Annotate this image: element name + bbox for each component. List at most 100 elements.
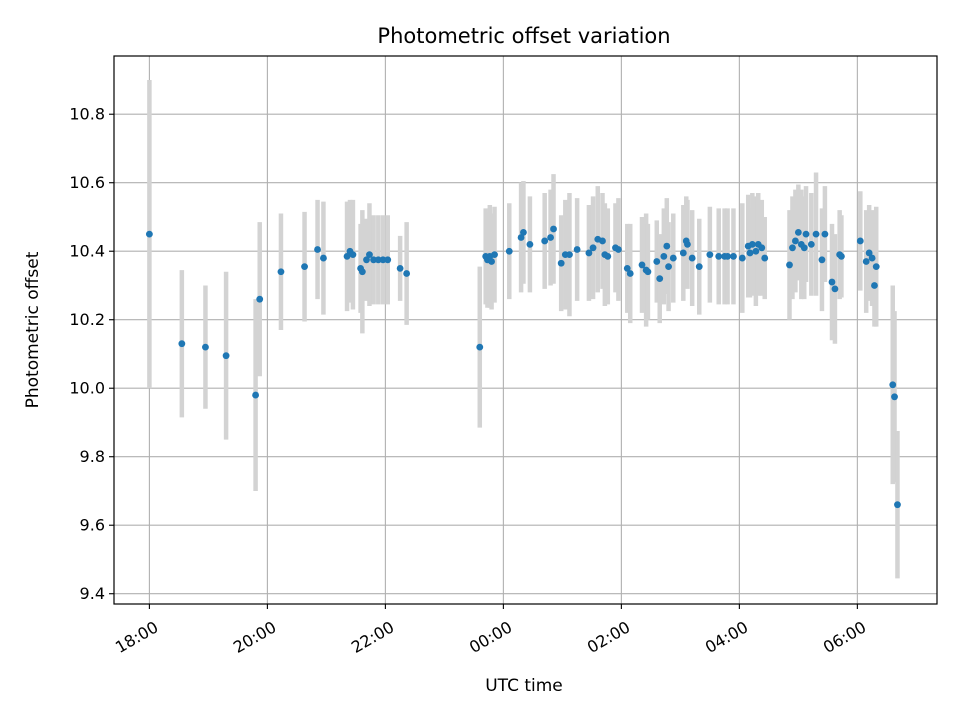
data-points (145, 225, 901, 509)
y-axis-ticks: 9.4 9.6 9.8 10.0 10.2 10.4 10.6 10.8 (69, 105, 114, 603)
data-point (343, 252, 351, 260)
data-point (752, 247, 760, 255)
data-point (715, 252, 723, 260)
data-point (891, 393, 898, 401)
x-axis-label: UTC time (485, 676, 563, 696)
data-point (663, 242, 671, 250)
data-point (738, 254, 746, 262)
data-point (557, 259, 565, 267)
data-point (818, 256, 826, 264)
data-point (403, 270, 411, 277)
data-point (746, 249, 754, 257)
data-point (688, 254, 696, 262)
y-tick-label: 9.8 (80, 447, 105, 466)
data-point (872, 263, 880, 271)
data-point (802, 230, 810, 238)
data-point (821, 230, 829, 238)
data-point (541, 237, 549, 245)
data-point (644, 268, 652, 276)
data-point (178, 340, 186, 348)
data-point (828, 278, 836, 286)
data-point (252, 391, 259, 399)
data-point (370, 256, 377, 264)
data-point (476, 343, 484, 351)
data-point (222, 352, 230, 360)
data-point (491, 251, 498, 259)
data-point (550, 225, 557, 233)
data-point (379, 256, 387, 264)
data-point (145, 230, 153, 238)
data-point (786, 261, 793, 269)
chart-title: Photometric offset variation (377, 24, 670, 48)
data-point (363, 256, 370, 264)
data-point (366, 251, 373, 259)
data-point (396, 264, 404, 272)
data-point (831, 285, 839, 293)
data-point (256, 295, 264, 303)
data-point (794, 228, 802, 236)
data-point (838, 252, 845, 260)
data-point (505, 247, 513, 255)
data-point (656, 275, 664, 283)
data-point (758, 244, 766, 252)
data-point (789, 244, 796, 252)
data-point (862, 258, 870, 265)
data-point (724, 252, 731, 260)
data-point (894, 501, 901, 509)
data-point (384, 256, 392, 264)
data-point (868, 254, 876, 262)
data-point (706, 251, 714, 259)
data-point (800, 244, 808, 252)
data-point (871, 282, 878, 289)
data-point (856, 237, 864, 245)
data-point (638, 261, 646, 269)
data-point (812, 230, 820, 238)
data-point (679, 249, 687, 257)
data-point (573, 246, 581, 253)
data-point (314, 246, 321, 253)
data-point (517, 234, 525, 241)
data-point (626, 270, 634, 277)
data-point (547, 234, 554, 241)
data-point (301, 263, 308, 271)
data-point (748, 240, 756, 248)
data-point (566, 251, 573, 259)
data-point (615, 246, 622, 253)
data-point (623, 264, 631, 272)
y-axis-label: Photometric offset (23, 251, 43, 408)
data-point (889, 381, 897, 389)
data-point (761, 254, 769, 262)
data-point (665, 263, 672, 271)
data-point (669, 254, 677, 262)
data-point (792, 237, 799, 245)
data-point (358, 268, 366, 276)
data-point (320, 254, 327, 262)
data-point (585, 249, 593, 257)
data-point (653, 258, 661, 265)
y-tick-label: 9.4 (80, 584, 105, 603)
data-point (520, 228, 527, 236)
data-point (684, 240, 691, 248)
data-point (865, 249, 873, 257)
data-point (599, 237, 606, 245)
data-point (374, 256, 382, 264)
y-tick-label: 10.2 (69, 310, 105, 329)
y-tick-label: 10.8 (69, 105, 105, 124)
y-tick-label: 10.4 (69, 242, 105, 261)
data-point (589, 244, 597, 252)
data-point (526, 240, 534, 248)
data-point (349, 251, 357, 259)
data-point (488, 258, 495, 265)
data-point (730, 252, 737, 260)
plot-background (114, 56, 937, 604)
data-point (277, 268, 285, 276)
y-tick-label: 10.6 (69, 173, 105, 192)
plot-frame (113, 55, 938, 605)
data-point (660, 252, 668, 260)
data-point (807, 240, 815, 248)
data-point (695, 263, 703, 271)
y-tick-label: 9.6 (80, 516, 105, 535)
y-tick-label: 10.0 (69, 379, 105, 398)
data-point (202, 343, 209, 351)
